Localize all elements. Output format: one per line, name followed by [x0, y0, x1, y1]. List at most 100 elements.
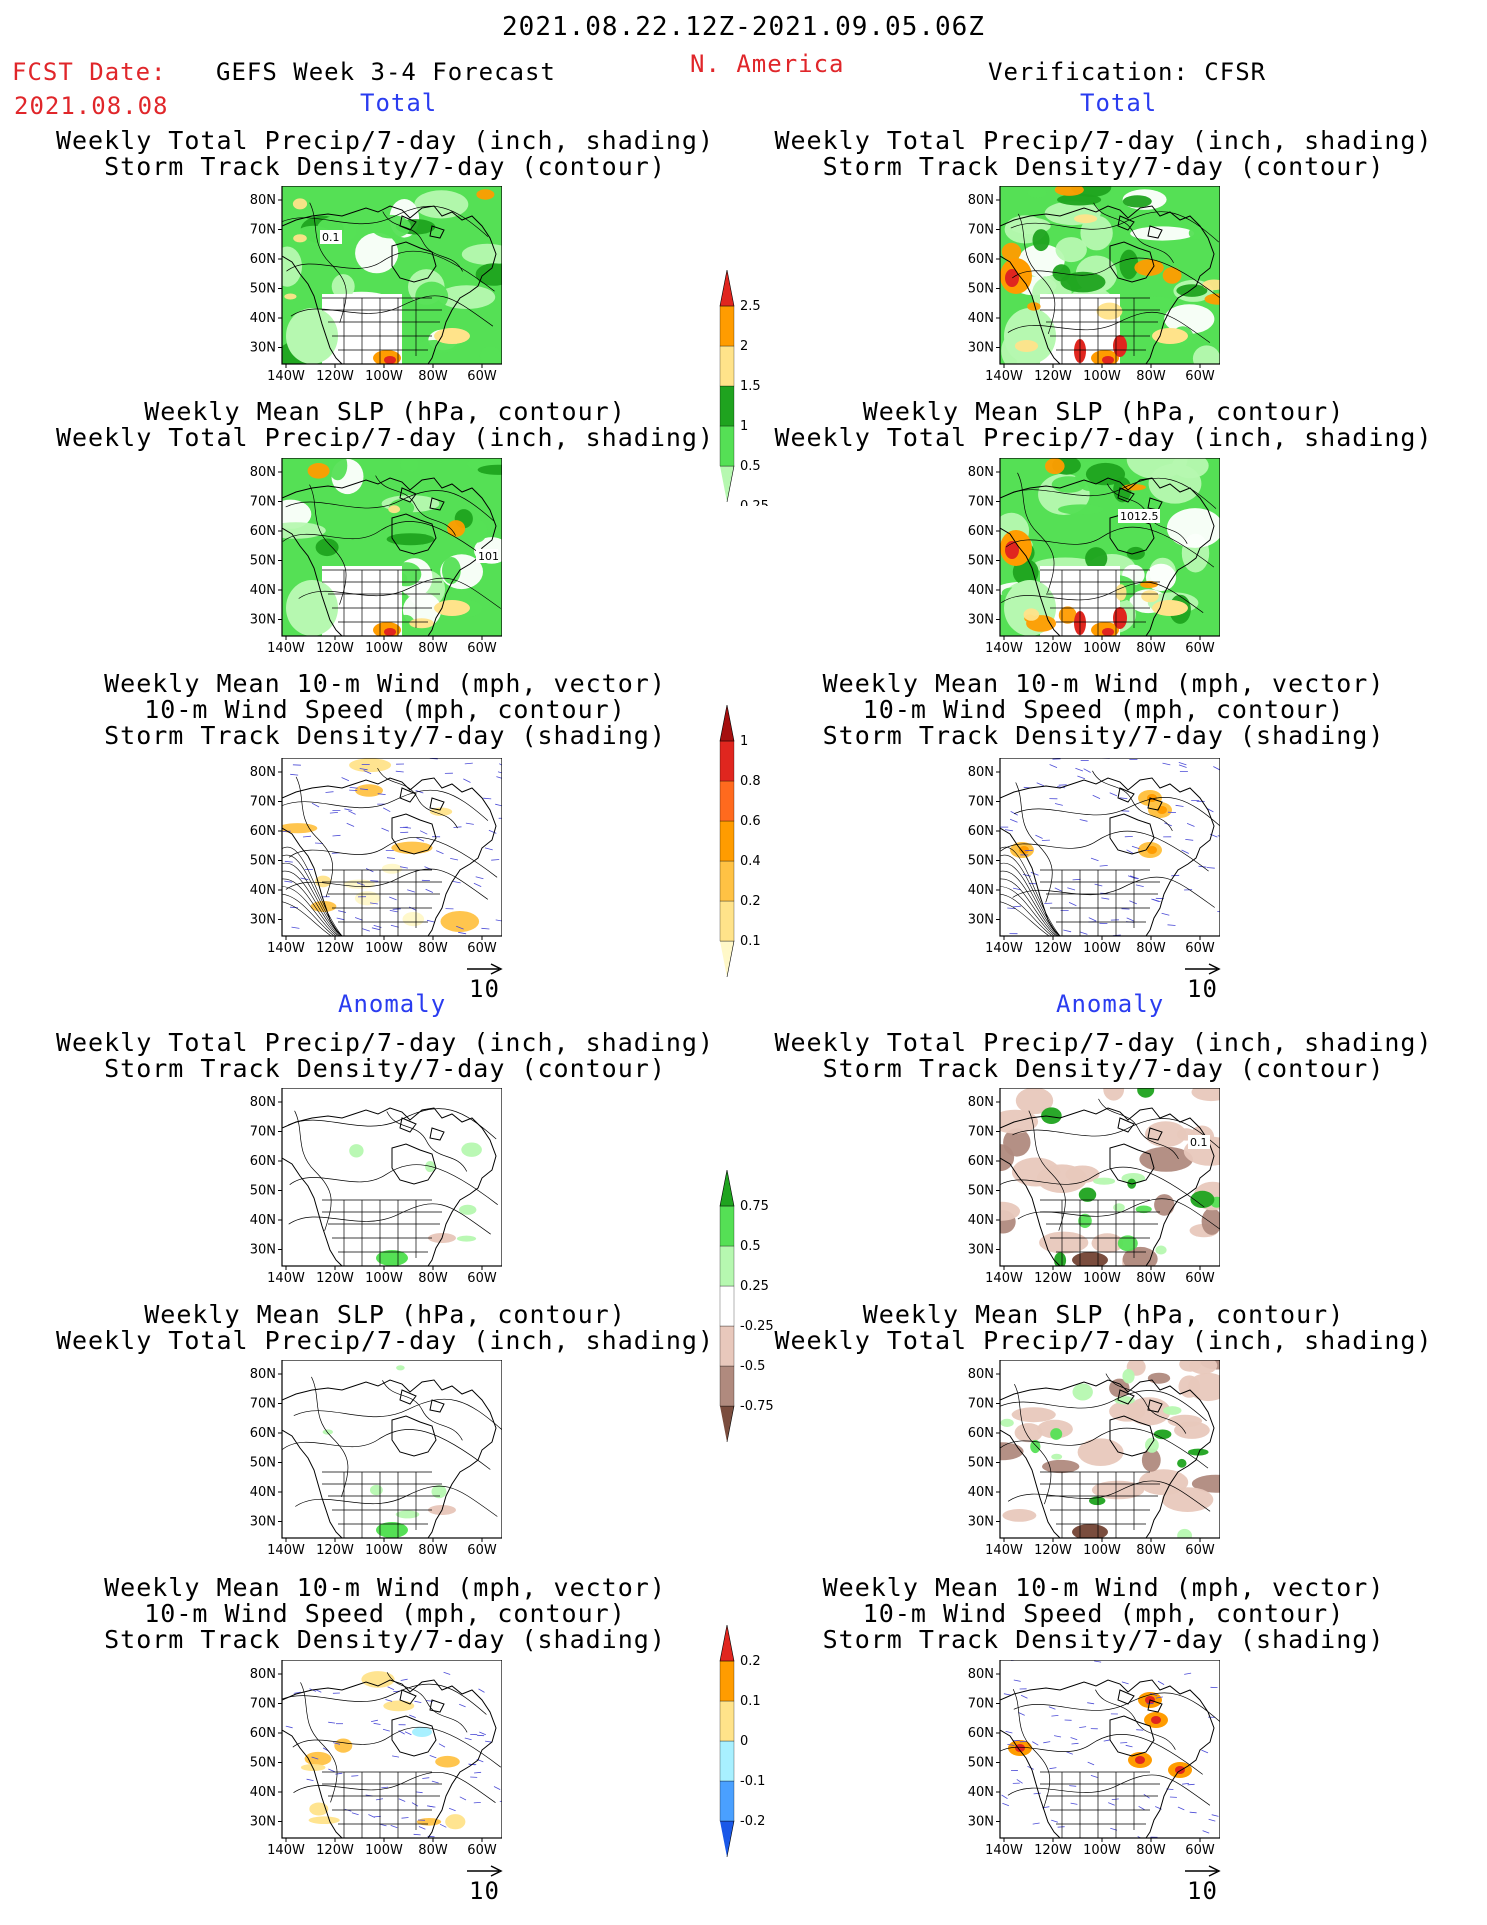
lon-tick-label: 80W [1136, 1843, 1166, 1858]
lat-tick-label: 80N [250, 193, 276, 208]
lon-tick-label: 120W [1034, 1843, 1072, 1858]
vector-ref-arrow-icon [467, 1865, 503, 1877]
lat-tick-label: 40N [250, 883, 276, 898]
lat-tick-label: 40N [250, 311, 276, 326]
lon-tick-label: 140W [267, 641, 305, 656]
map-fcst-total-slp: 80N 70N 60N 50N 40N 30N 140W 120W 100W 80W 60W 101 [240, 457, 503, 674]
colorbar-tick-label: 2 [740, 339, 748, 354]
vector-ref-obs-total: 10 [1183, 960, 1223, 1003]
lon-tick-label: 140W [267, 941, 305, 956]
lat-tick-label: 60N [250, 524, 276, 539]
lon-tick-label: 80W [1136, 641, 1166, 656]
lon-tick-label: 140W [985, 1543, 1023, 1558]
map-obs-total-slp: 80N 70N 60N 50N 40N 30N 140W 120W 100W 80W 60W 1012… [958, 457, 1221, 674]
lat-tick-label: 50N [250, 1184, 276, 1199]
lon-tick-label: 140W [267, 1543, 305, 1558]
lat-tick-label: 50N [250, 1756, 276, 1771]
lon-tick-label: 100W [1083, 1543, 1121, 1558]
lon-tick-label: 100W [365, 941, 403, 956]
vector-ref-arrow-icon [1185, 963, 1221, 975]
lon-tick-label: 120W [316, 1543, 354, 1558]
lat-tick-label: 80N [968, 465, 994, 480]
lat-tick-label: 70N [250, 1697, 276, 1712]
lon-tick-label: 60W [467, 1543, 497, 1558]
lat-tick-label: 60N [250, 1154, 276, 1169]
title-obs-precip: Weekly Total Precip/7-day (inch, shading… [774, 126, 1433, 181]
lat-tick-label: 30N [968, 1243, 994, 1258]
colorbar-tick-label: -0.1 [740, 1774, 765, 1789]
lon-tick-label: 80W [1136, 1543, 1166, 1558]
lon-tick-label: 60W [467, 641, 497, 656]
map-fcst-anom-wind: 80N 70N 60N 50N 40N 30N 140W 120W 100W 80W 60W [240, 1659, 503, 1876]
lon-tick-label: 60W [467, 1843, 497, 1858]
map-plot-area [1000, 186, 1220, 364]
lon-tick-label: 80W [418, 1543, 448, 1558]
lon-tick-label: 80W [418, 1843, 448, 1858]
colorbar-tick-label: -0.75 [740, 1399, 774, 1414]
lat-tick-label: 60N [250, 824, 276, 839]
lat-tick-label: 40N [968, 583, 994, 598]
lon-tick-label: 60W [467, 369, 497, 384]
colorbar-tick-label: 0.25 [740, 499, 769, 506]
title-obs-wind-anom: Weekly Mean 10-m Wind (mph, vector) 10-m … [822, 1573, 1385, 1654]
colorbar-tick-label: 1 [740, 419, 748, 434]
lat-tick-label: 60N [968, 252, 994, 267]
vector-ref-fcst-total: 10 [465, 960, 505, 1003]
lat-tick-label: 70N [968, 1125, 994, 1140]
map-plot-area [282, 1088, 502, 1266]
lon-tick-label: 100W [1083, 641, 1121, 656]
colorbar-tick-label: 0 [740, 1734, 748, 1749]
lon-tick-label: 140W [985, 941, 1023, 956]
map-fcst-anom-precip: 80N 70N 60N 50N 40N 30N 140W 120W 100W 80W 60W [240, 1087, 503, 1304]
lon-tick-label: 120W [1034, 1271, 1072, 1286]
map-plot-area [1000, 1360, 1220, 1538]
lat-tick-label: 80N [250, 1095, 276, 1110]
title-obs-slp: Weekly Mean SLP (hPa, contour) Weekly Tot… [774, 397, 1433, 452]
lat-tick-label: 50N [968, 282, 994, 297]
lat-tick-label: 70N [968, 795, 994, 810]
lat-tick-label: 70N [968, 495, 994, 510]
lat-tick-label: 40N [968, 883, 994, 898]
colorbar-storm-anomaly: 0.2 0.1 0 -0.1 -0.2 [718, 1624, 798, 1865]
title-obs-wind: Weekly Mean 10-m Wind (mph, vector) 10-m … [822, 669, 1385, 750]
lon-tick-label: 120W [316, 1843, 354, 1858]
title-fcst-precip-anom: Weekly Total Precip/7-day (inch, shading… [55, 1028, 715, 1083]
lat-tick-label: 70N [968, 1697, 994, 1712]
map-obs-total-precip: 80N 70N 60N 50N 40N 30N 140W 120W 100W 80W 60W [958, 185, 1221, 402]
colorbar-tick-label: 0.1 [740, 1694, 761, 1709]
colorbar-tick-label: 0.2 [740, 894, 761, 909]
lat-tick-label: 60N [250, 1426, 276, 1441]
lon-tick-label: 100W [365, 1543, 403, 1558]
lat-tick-label: 80N [250, 1667, 276, 1682]
lon-tick-label: 80W [418, 369, 448, 384]
colorbar-tick-label: -0.5 [740, 1359, 765, 1374]
colorbar-tick-label: 0.6 [740, 814, 761, 829]
colorbar-tick-label: 1.5 [740, 379, 761, 394]
forecast-name: GEFS Week 3-4 Forecast [216, 58, 556, 86]
lon-tick-label: 80W [418, 641, 448, 656]
colorbar-storm-density: 1 0.8 0.6 0.4 0.2 0.1 [718, 704, 798, 985]
lat-tick-label: 60N [968, 1154, 994, 1169]
lon-tick-label: 60W [467, 1271, 497, 1286]
lat-tick-label: 30N [968, 1815, 994, 1830]
lat-tick-label: 30N [968, 913, 994, 928]
lat-tick-label: 60N [250, 252, 276, 267]
title-obs-precip-anom: Weekly Total Precip/7-day (inch, shading… [774, 1028, 1433, 1083]
colorbar-tick-label: -0.2 [740, 1814, 765, 1829]
lat-tick-label: 40N [250, 1213, 276, 1228]
lat-tick-label: 30N [250, 1815, 276, 1830]
lon-tick-label: 60W [467, 941, 497, 956]
lat-tick-label: 80N [250, 1367, 276, 1382]
lon-tick-label: 120W [316, 641, 354, 656]
fcst-date-value: 2021.08.08 [14, 92, 169, 120]
title-fcst-slp: Weekly Mean SLP (hPa, contour) Weekly Tot… [55, 397, 715, 452]
map-plot-area [282, 458, 502, 636]
lat-tick-label: 80N [968, 193, 994, 208]
colorbar-tick-label: 1 [740, 734, 748, 749]
colorbar-precip-anomaly: 0.75 0.5 0.25 -0.25 -0.5 -0.75 [718, 1169, 798, 1450]
map-fcst-total-precip: 80N 70N 60N 50N 40N 30N 140W 120W 100W 80W 60W 0.1 [240, 185, 503, 402]
map-obs-total-wind: 80N 70N 60N 50N 40N 30N 140W 120W 100W 80W 60W [958, 757, 1221, 974]
lon-tick-label: 100W [1083, 1843, 1121, 1858]
lat-tick-label: 80N [250, 465, 276, 480]
colorbar-tick-label: 0.5 [740, 1239, 761, 1254]
